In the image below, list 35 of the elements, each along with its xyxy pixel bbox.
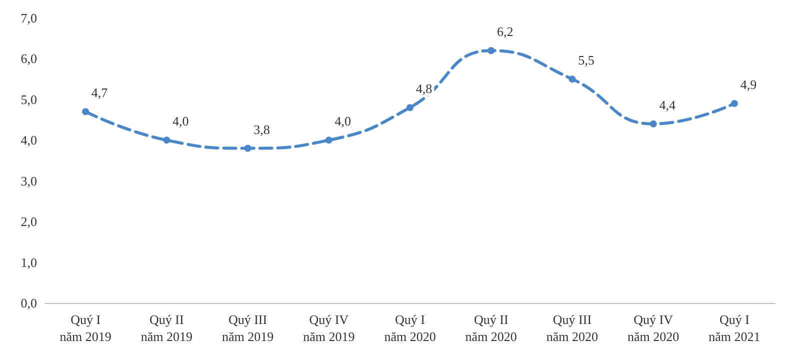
data-label: 4,9 (740, 77, 757, 92)
x-tick-label: Quý IV năm 2020 (628, 312, 680, 344)
y-tick-label: 2,0 (20, 214, 37, 230)
x-tick-label: Quý III năm 2020 (546, 312, 598, 344)
x-tick-label: Quý I năm 2021 (708, 312, 760, 344)
point (730, 100, 738, 107)
y-tick-label: 0,0 (20, 296, 37, 310)
x-tick-label: Quý I năm 2019 (60, 312, 112, 344)
y-tick-label: 4,0 (20, 132, 37, 148)
data-label: 4,8 (416, 81, 432, 96)
y-tick-label: 5,0 (20, 92, 37, 107)
point (325, 136, 332, 144)
y-tick-label: 1,0 (20, 254, 37, 270)
point (568, 76, 576, 83)
data-label: 5,5 (578, 52, 594, 68)
x-tick-label: Quý IV năm 2019 (303, 312, 355, 344)
data-label: 4,0 (334, 114, 352, 129)
data-label: 4,0 (172, 114, 189, 129)
y-tick-label: 7,0 (20, 10, 37, 26)
point (406, 104, 414, 112)
y-tick-label: 6,0 (20, 51, 37, 66)
point (650, 120, 657, 128)
x-tick-label: Quý II năm 2020 (465, 312, 517, 344)
x-tick-label: Quý II năm 2019 (140, 312, 192, 344)
data-label: 4,4 (659, 97, 676, 112)
data-label: 4,7 (91, 85, 108, 100)
y-tick-label: 3,0 (20, 173, 37, 188)
data-label: 3,8 (254, 122, 270, 137)
point (163, 136, 170, 144)
x-tick-label: Quý I năm 2020 (384, 312, 436, 344)
point (488, 47, 495, 54)
point (82, 108, 90, 116)
point (244, 144, 252, 152)
data-label: 6,2 (496, 24, 514, 40)
x-tick-label: Quý III năm 2019 (222, 312, 274, 344)
